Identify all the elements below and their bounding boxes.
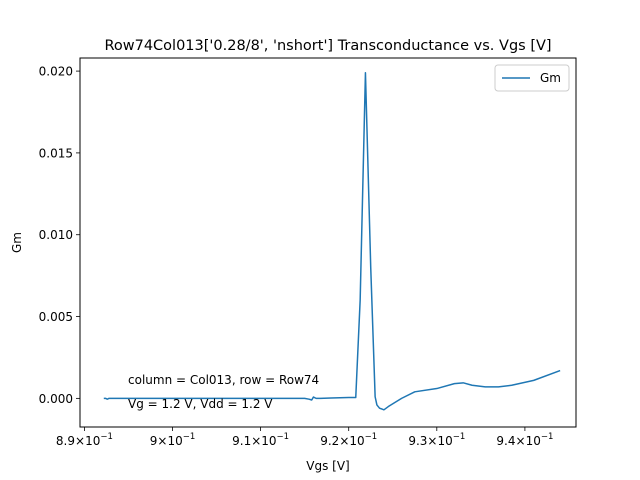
annotation-bias: Vg = 1.2 V, Vdd = 1.2 V — [128, 397, 273, 411]
plot-frame — [79, 57, 577, 428]
plot-data — [103, 71, 561, 411]
x-axis: 8.9×10−1 9×10−1 9.1×10−1 9.2×10−1 9.3×10−1 9.… — [56, 427, 553, 448]
chart-title: Row74Col013['0.28/8', 'nshort'] Transcon… — [104, 38, 551, 54]
legend-box — [494, 64, 570, 92]
x-axis-label: Vgs [V] — [306, 459, 349, 473]
y-tick-label: 0.010 — [39, 228, 73, 242]
y-axis: 0.000 0.005 0.010 0.015 0.020 — [39, 65, 80, 406]
series-line-gm — [103, 71, 561, 411]
x-tick-label: 9×10−1 — [150, 432, 196, 448]
x-tick-label: 8.9×10−1 — [56, 432, 113, 448]
y-tick-label: 0.000 — [39, 392, 73, 406]
x-tick-label: 9.2×10−1 — [320, 432, 377, 448]
y-tick-label: 0.015 — [39, 146, 73, 160]
x-tick-label: 9.3×10−1 — [408, 432, 465, 448]
annotation-location: column = Col013, row = Row74 — [128, 373, 319, 387]
legend: Gm — [494, 64, 570, 92]
y-tick-label: 0.020 — [39, 65, 73, 79]
x-tick-label: 9.1×10−1 — [232, 432, 289, 448]
y-tick-label: 0.005 — [39, 310, 73, 324]
x-tick-label: 9.4×10−1 — [496, 432, 553, 448]
y-axis-label: Gm — [10, 232, 24, 253]
legend-label: Gm — [540, 71, 561, 85]
